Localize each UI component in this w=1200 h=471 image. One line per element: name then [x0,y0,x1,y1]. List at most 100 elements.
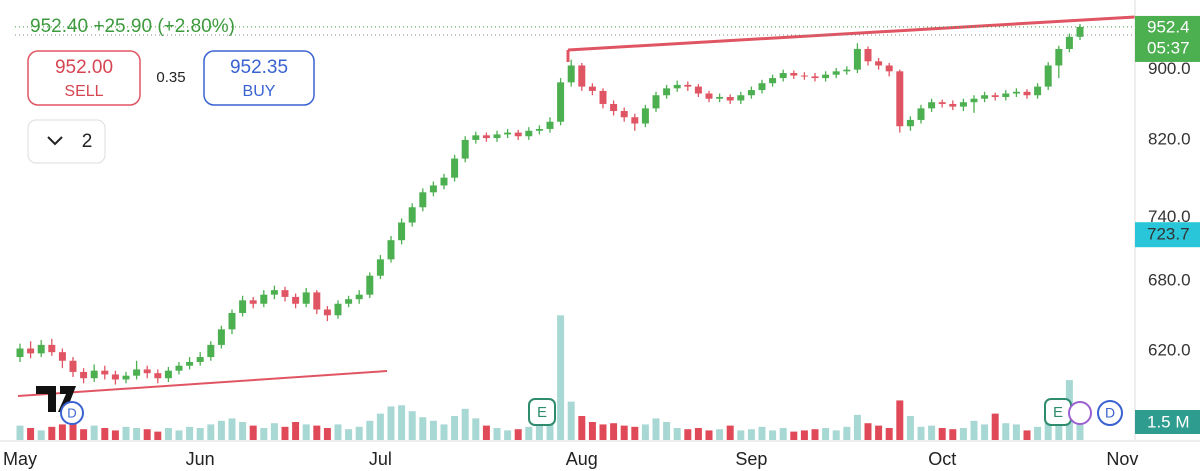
volume-bar [376,413,384,440]
volume-bar [875,425,883,440]
candle-body [80,371,88,379]
event-label: D [1105,405,1115,421]
candle-body [737,95,745,101]
candle-body [27,348,35,354]
event-icon [1068,401,1092,425]
volume-bar [567,401,575,440]
candle-body [663,88,671,96]
spread: 0.35 [156,69,185,86]
candle-body [228,312,236,330]
volume-bar [27,428,35,440]
candle-body [1002,93,1010,97]
volume-bar [991,413,999,440]
candle-body [716,96,724,99]
candle-body [133,369,141,376]
candle-body [694,86,702,94]
volume-bar [705,430,713,440]
chevron-icon [47,136,63,146]
candle-body [1023,91,1031,96]
quote: 952.40 +25.90 (+2.80%) [30,16,235,37]
volume-bar [896,400,904,440]
candle-body [620,111,628,118]
volume-bar [122,426,130,440]
candle-body [959,102,967,107]
sell-button[interactable] [27,50,141,106]
candle-body [111,374,119,380]
candle-body [472,135,480,140]
candle-body [917,108,925,120]
candle-body [69,360,77,372]
candle-body [196,357,204,362]
candle-body [249,300,257,304]
candle-body [885,65,893,72]
candle-body [186,361,194,366]
volume-bar [37,430,45,440]
volume-bar [472,418,480,440]
candle-body [790,73,798,76]
volume-bar [641,424,649,440]
volume-label: 1.5 M [1147,413,1190,432]
trendline [17,370,388,397]
count: 2 [82,131,93,152]
event-label: E [1053,404,1063,421]
candle-body [58,352,66,361]
volume-bar [1076,422,1084,440]
volume-bar [1034,426,1042,440]
volume-bar [1044,420,1052,440]
volume-bar [938,428,946,440]
volume-bar [302,424,310,440]
event-marker: E [528,398,556,426]
volume-bar [164,428,172,440]
volume-bar [843,426,851,440]
candle-body [1012,91,1020,94]
indicator-badge [1135,222,1200,248]
candle-body [260,294,268,304]
volume-bar [292,422,300,440]
candle-body [143,369,151,374]
candle-body [525,130,533,137]
candle-body [281,290,289,297]
volume-bar [599,424,607,440]
volume-bar [366,420,374,440]
volume-bar [1012,424,1020,440]
event-label: E [537,404,547,421]
trendline [567,15,1136,52]
candle-body [822,74,830,79]
candle-body [366,275,374,295]
candle-body [175,365,183,371]
candle-body [567,65,575,83]
buy-price: 952.35 [230,57,288,78]
volume-bar [228,418,236,440]
event-marker: D [1097,400,1123,426]
candle-body [758,83,766,91]
volume-bar [69,422,77,440]
candle-body [398,222,406,241]
volume-bar [535,425,543,440]
volume-bar [429,420,437,440]
volume-bar [822,428,830,440]
candle-body [355,294,363,300]
y-tick-label: 680.0 [1148,271,1191,290]
volume-bar [779,428,787,440]
volume-bar [186,426,194,440]
volume-bar [111,430,119,440]
volume-bar [853,414,861,440]
volume-bar [514,429,522,440]
candle-body [164,370,172,379]
candle-body [684,84,692,87]
candle-body [440,177,448,186]
candle-body [16,348,24,358]
volume-bar [525,426,533,440]
candle-body [376,259,384,276]
event-icon [60,401,84,425]
candle-body [641,108,649,124]
collapse-button[interactable] [27,119,106,164]
volume-bar [398,405,406,440]
buy-button[interactable] [203,50,315,106]
volume-bar [864,423,872,440]
volume-bar [758,426,766,440]
volume-bar [970,420,978,440]
candle-body [37,344,45,354]
volume-bar [1002,423,1010,440]
